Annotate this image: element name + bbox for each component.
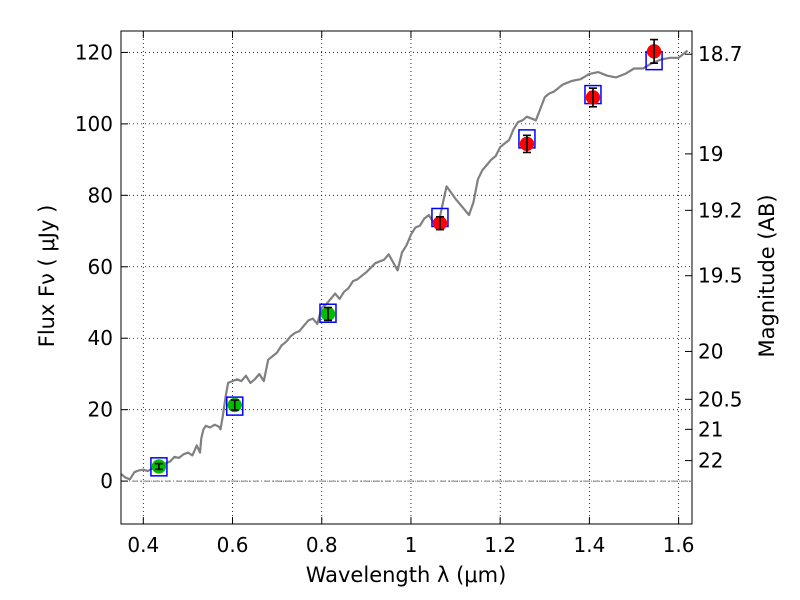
magnitude-tick-label: 19	[698, 142, 723, 166]
magnitude-tick-label: 19.2	[698, 198, 743, 222]
y-tick-label: 100	[75, 112, 113, 136]
y-tick-label: 80	[88, 183, 113, 207]
synthetic-photometry-square	[150, 457, 168, 477]
y-tick-label: 0	[100, 469, 113, 493]
x-tick-label: 0.4	[127, 533, 159, 557]
plot-frame	[120, 30, 693, 525]
magnitude-tick-label: 22	[698, 449, 723, 473]
x-tick-label: 0.8	[306, 533, 338, 557]
x-tick-label: 1.2	[484, 533, 516, 557]
y2-axis-label: Magnitude (AB)	[755, 194, 779, 357]
x-tick-label: 1.4	[573, 533, 605, 557]
y-axis-label: Flux Fν ( μJy )	[35, 205, 59, 348]
synthetic-photometry-square	[226, 396, 244, 416]
magnitude-tick-label: 20	[698, 339, 723, 363]
model-sed-line	[121, 49, 689, 481]
x-tick-label: 0.6	[217, 533, 249, 557]
ticks: 0.4 0.6 0.8 1 1.2 1.4 1.6 0 20 40 60 80 100 120 18.7 19…	[75, 31, 743, 557]
x-tick-label: 1.6	[663, 533, 695, 557]
series	[121, 38, 689, 481]
y-tick-label: 120	[75, 40, 113, 64]
magnitude-tick-label: 18.7	[698, 42, 743, 66]
y-tick-label: 20	[88, 398, 113, 422]
magnitude-tick-label: 21	[698, 417, 723, 441]
x-tick-label: 1	[405, 533, 418, 557]
y-tick-label: 40	[88, 326, 113, 350]
x-axis-label: Wavelength λ (μm)	[306, 563, 507, 587]
magnitude-tick-label: 20.5	[698, 387, 743, 411]
magnitude-tick-label: 19.5	[698, 264, 743, 288]
y-tick-label: 60	[88, 255, 113, 279]
synthetic-photometry-square	[319, 303, 337, 323]
